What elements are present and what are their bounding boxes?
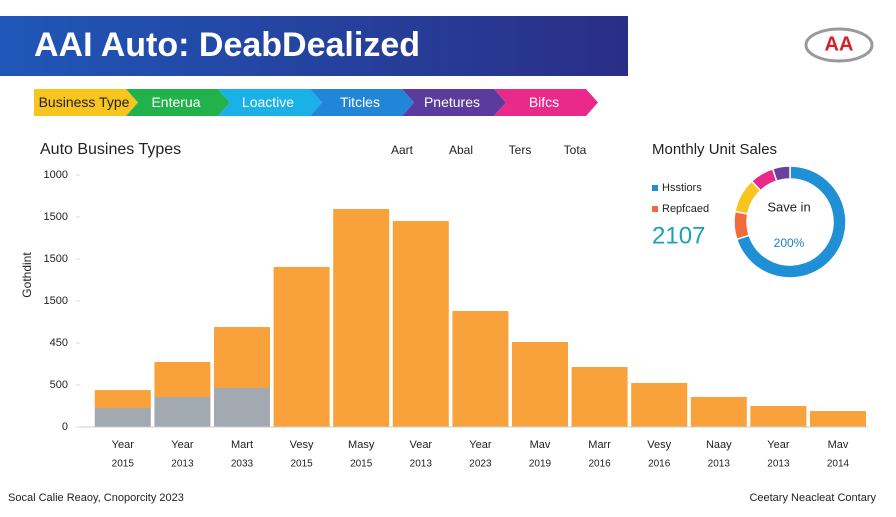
bar-segment [154,361,211,398]
donut-segment [733,210,751,241]
x-tick-label: 2016 [588,459,611,470]
bar-segment [452,310,509,427]
bar-segment [810,411,866,427]
x-tick-label: 2033 [231,459,254,470]
donut-segment [735,165,847,279]
logo [804,27,874,63]
x-tick-label: 2013 [410,459,433,470]
x-tick-label: Year [171,439,194,451]
y-tick-label: 500 [50,379,68,391]
column-header: Tota [564,143,587,157]
x-tick-label: 2013 [767,459,790,470]
tab[interactable] [34,89,138,116]
x-tick-label: Vesy [290,439,314,451]
tab-label: Pnetures [424,94,480,110]
tab[interactable] [494,89,598,116]
x-tick-label: Year [469,439,492,451]
legend-label: Hsstiors [662,182,702,194]
logo-text: AA [825,33,854,55]
x-tick-label: 2016 [648,459,671,470]
header-bar [0,16,628,76]
bar-segment [333,209,390,427]
header-title: AAI Auto: DeabDealized [34,26,420,64]
x-tick-label: 2015 [112,459,135,470]
tab[interactable] [310,89,414,116]
tab-label: Enterua [151,94,200,110]
bar-segment [214,388,270,427]
tab[interactable] [402,89,506,116]
bar-segment [690,397,747,427]
y-tick-label: 0 [62,421,68,433]
bar-segment [512,341,568,427]
x-tick-label: 2013 [708,459,731,470]
x-tick-label: Mav [828,439,849,451]
x-tick-label: 2015 [350,459,373,470]
y-tick-label: 1500 [44,295,68,307]
bar-segment [571,367,628,427]
x-tick-label: 2023 [469,459,492,470]
legend-swatch [652,185,658,191]
kpi-value: 2107 [652,222,705,249]
y-tick-label: 450 [50,337,68,349]
tab-label: Loactive [242,94,294,110]
x-tick-label: Vear [409,439,432,451]
bar-segment [154,397,211,427]
bar-segment [392,221,449,427]
x-tick-label: 2014 [827,459,850,470]
x-tick-label: Mart [231,439,253,451]
x-tick-label: Marr [588,439,611,451]
bar-segment [273,266,330,427]
donut-center-title: Save in [767,199,810,214]
column-header: Ters [509,143,532,157]
x-tick-label: Vesy [647,439,671,451]
x-tick-label: 2015 [290,459,313,470]
x-tick-label: Mav [530,439,551,451]
y-axis-label: Gothdint [20,252,34,298]
x-tick-label: Year [767,439,790,451]
footer-left: Socal Calie Reaoy, Cnoporcity 2023 [8,492,184,504]
legend-swatch [652,206,658,212]
tab-label: Business Type [39,94,130,110]
bar-segment [214,327,270,389]
donut-title: Monthly Unit Sales [652,141,777,158]
bar-segment [631,382,688,427]
column-header: Abal [449,143,473,157]
bar-segment [750,406,807,427]
x-tick-label: 2013 [171,459,194,470]
tab-label: Titcles [340,94,380,110]
donut-segment [771,165,791,183]
tab-label: Bifcs [529,94,559,110]
tab[interactable] [126,89,230,116]
x-tick-label: Year [112,439,135,451]
y-tick-label: 1000 [44,169,68,181]
y-tick-label: 1500 [44,253,68,265]
donut-center-label: 200% [774,236,805,250]
bar-segment [94,408,151,427]
bar-segment [94,390,151,409]
legend-label: Repfcaed [662,203,709,215]
column-header: Aart [391,143,414,157]
footer-right: Ceetary Neacleat Contary [749,492,876,504]
x-tick-label: Naay [706,439,732,451]
tab[interactable] [218,89,322,116]
y-tick-label: 1500 [44,211,68,223]
chart-title: Auto Busines Types [40,141,181,158]
x-tick-label: Masy [348,439,375,451]
x-tick-label: 2019 [529,459,552,470]
